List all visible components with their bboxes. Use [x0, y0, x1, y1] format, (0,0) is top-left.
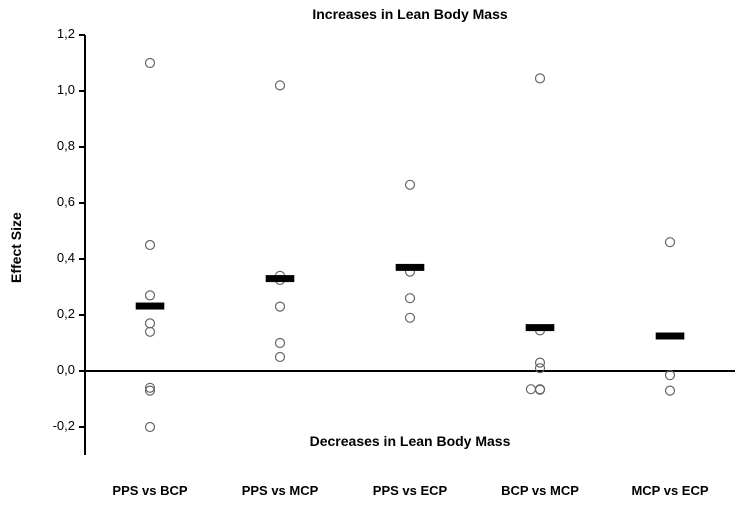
x-category-label: PPS vs BCP	[85, 483, 215, 498]
x-category-label: PPS vs MCP	[215, 483, 345, 498]
data-point	[276, 302, 285, 311]
chart-title-bottom: Decreases in Lean Body Mass	[280, 433, 540, 449]
data-point	[666, 386, 675, 395]
data-point	[666, 371, 675, 380]
y-tick-label: -0,2	[37, 418, 75, 433]
chart-title-top: Increases in Lean Body Mass	[280, 6, 540, 22]
y-tick-label: 0,8	[37, 138, 75, 153]
effect-size-chart: Increases in Lean Body Mass Decreases in …	[0, 0, 753, 521]
data-point	[536, 74, 545, 83]
x-category-label: MCP vs ECP	[605, 483, 735, 498]
data-point	[146, 241, 155, 250]
data-point	[146, 319, 155, 328]
y-tick-label: 1,2	[37, 26, 75, 41]
data-point	[666, 238, 675, 247]
data-point	[146, 291, 155, 300]
data-point	[276, 353, 285, 362]
y-tick-label: 1,0	[37, 82, 75, 97]
y-tick-label: 0,4	[37, 250, 75, 265]
data-point	[276, 339, 285, 348]
data-point	[526, 385, 535, 394]
data-point	[406, 313, 415, 322]
x-category-label: PPS vs ECP	[345, 483, 475, 498]
median-bar	[136, 303, 165, 310]
y-tick-label: 0,2	[37, 306, 75, 321]
data-point	[406, 294, 415, 303]
median-bar	[396, 264, 425, 271]
median-bar	[266, 275, 295, 282]
median-bar	[656, 333, 685, 340]
data-point	[406, 180, 415, 189]
data-point	[536, 385, 545, 394]
data-point	[146, 327, 155, 336]
x-category-label: BCP vs MCP	[475, 483, 605, 498]
data-point	[276, 81, 285, 90]
y-tick-label: 0,0	[37, 362, 75, 377]
data-point	[146, 423, 155, 432]
y-axis-label: Effect Size	[8, 212, 24, 283]
y-tick-label: 0,6	[37, 194, 75, 209]
median-bar	[526, 324, 555, 331]
data-point	[146, 59, 155, 68]
